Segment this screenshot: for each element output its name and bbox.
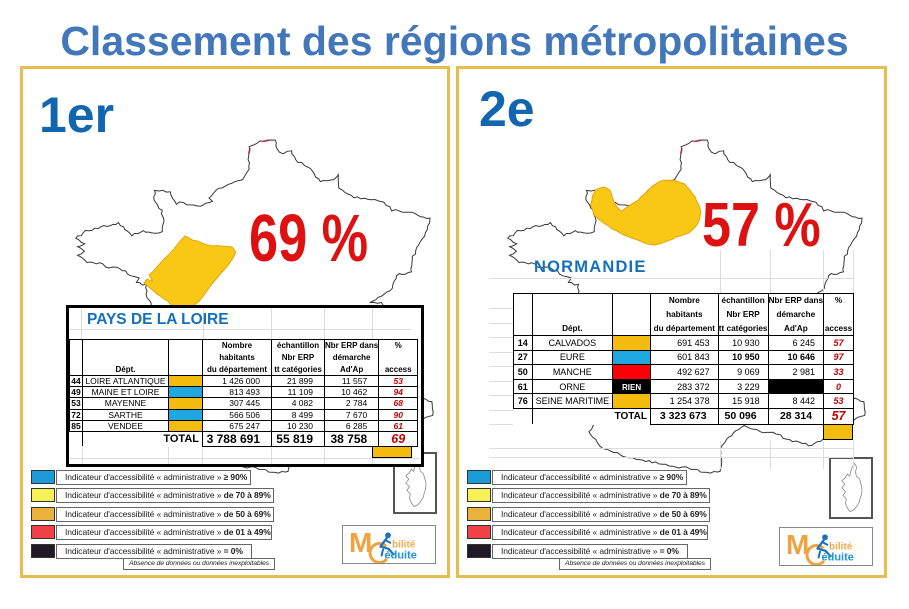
svg-text:M: M: [786, 529, 809, 560]
svg-text:bilité: bilité: [829, 542, 853, 553]
svg-text:éduite: éduite: [822, 552, 854, 564]
svg-text:éduite: éduite: [385, 550, 417, 562]
svg-text:bilité: bilité: [392, 540, 416, 551]
svg-text:M: M: [349, 527, 372, 558]
